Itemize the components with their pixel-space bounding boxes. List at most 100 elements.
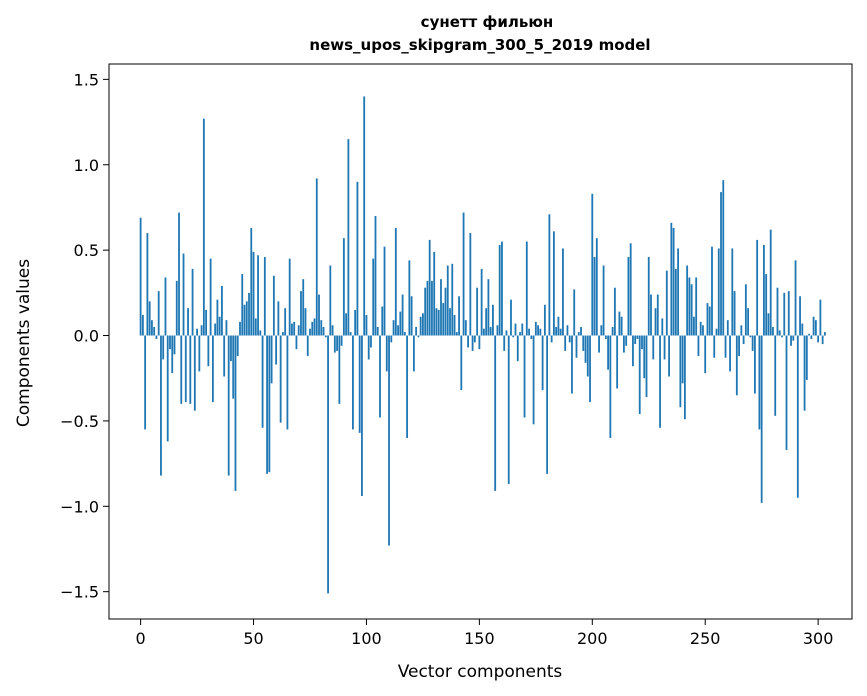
bar-270	[749, 335, 752, 338]
bar-44	[239, 321, 241, 336]
bar-14	[171, 335, 174, 374]
bar-65	[286, 335, 289, 430]
bar-275	[760, 335, 763, 503]
bar-190	[568, 335, 571, 343]
x-axis: 0 50 100 150 200 250 300	[136, 619, 833, 648]
bar-156	[492, 304, 494, 336]
bar-33	[214, 323, 217, 336]
bar-297	[810, 335, 813, 339]
bar-229	[656, 294, 659, 336]
bar-55	[263, 256, 266, 336]
bar-31	[209, 258, 212, 336]
bar-83	[327, 335, 329, 594]
bar-263	[733, 291, 736, 336]
bar-218	[632, 335, 634, 367]
bar-91	[345, 313, 348, 336]
bar-248	[699, 321, 702, 336]
bar-66	[288, 258, 291, 336]
bar-37	[223, 335, 226, 377]
bar-154	[487, 279, 490, 336]
bar-250	[704, 335, 707, 374]
bar-303	[824, 332, 826, 336]
bar-233	[665, 270, 668, 336]
bar-20	[184, 335, 187, 403]
bar-195	[580, 326, 582, 336]
bar-234	[668, 335, 670, 377]
bar-143	[462, 212, 465, 336]
bar-45	[241, 274, 244, 336]
bar-104	[374, 215, 377, 336]
bar-228	[654, 308, 657, 336]
bar-80	[320, 320, 323, 336]
bar-198	[586, 335, 589, 377]
bar-169	[521, 323, 524, 336]
bar-262	[731, 248, 734, 336]
bar-261	[729, 335, 731, 372]
y-axis: −1.5 −1.0 −0.5 0.0 0.5 1.0 1.5	[60, 70, 109, 602]
bar-103	[372, 258, 375, 336]
bar-300	[817, 335, 820, 343]
bar-212	[618, 311, 621, 336]
bar-205	[602, 265, 605, 336]
bar-111	[390, 335, 393, 343]
bar-35	[218, 316, 221, 336]
bar-2	[144, 335, 147, 430]
bar-122	[415, 326, 418, 336]
bar-48	[248, 292, 250, 336]
bar-121	[412, 335, 415, 372]
bars-group	[139, 96, 826, 594]
bar-109	[385, 335, 388, 372]
bar-43	[236, 335, 239, 357]
bar-23	[191, 268, 194, 336]
bar-158	[496, 325, 499, 336]
bar-34	[216, 299, 219, 336]
bar-151	[480, 268, 483, 336]
bar-224	[645, 335, 648, 397]
bar-178	[541, 335, 544, 391]
bar-239	[679, 335, 682, 408]
bar-69	[295, 335, 298, 350]
bar-32	[211, 335, 214, 403]
bar-139	[453, 315, 456, 336]
bar-240	[681, 335, 684, 384]
y-tick-label: −1.5	[60, 583, 99, 602]
bar-269	[747, 308, 750, 336]
bar-99	[363, 96, 366, 336]
bar-167	[516, 335, 519, 362]
y-tick-label: 1.0	[74, 156, 99, 175]
bar-259	[724, 335, 727, 358]
bar-120	[410, 296, 413, 336]
bar-51	[254, 318, 257, 336]
bar-118	[406, 335, 409, 438]
y-tick-label: 1.5	[74, 70, 99, 89]
bar-237	[674, 268, 677, 336]
bar-142	[460, 335, 463, 391]
bar-242	[686, 265, 689, 336]
bar-119	[408, 260, 411, 336]
bar-38	[225, 320, 228, 336]
bar-244	[690, 284, 693, 336]
bar-108	[383, 246, 386, 336]
bar-149	[476, 287, 479, 336]
bar-247	[697, 335, 700, 357]
bar-3	[146, 233, 149, 336]
bar-39	[227, 335, 230, 476]
bar-64	[284, 308, 287, 336]
bar-137	[449, 308, 451, 336]
bar-238	[677, 248, 680, 336]
bar-84	[329, 265, 332, 336]
bar-15	[173, 335, 176, 355]
bar-147	[471, 335, 474, 351]
bar-7	[155, 335, 158, 339]
bar-92	[347, 139, 350, 336]
bar-123	[417, 335, 420, 338]
bar-100	[365, 315, 368, 336]
bar-192	[573, 289, 576, 336]
bar-255	[715, 328, 718, 336]
bar-130	[433, 251, 436, 336]
bar-272	[753, 335, 756, 394]
bar-132	[437, 309, 440, 336]
bar-86	[333, 335, 336, 353]
bar-125	[422, 313, 424, 336]
bar-184	[555, 326, 558, 336]
